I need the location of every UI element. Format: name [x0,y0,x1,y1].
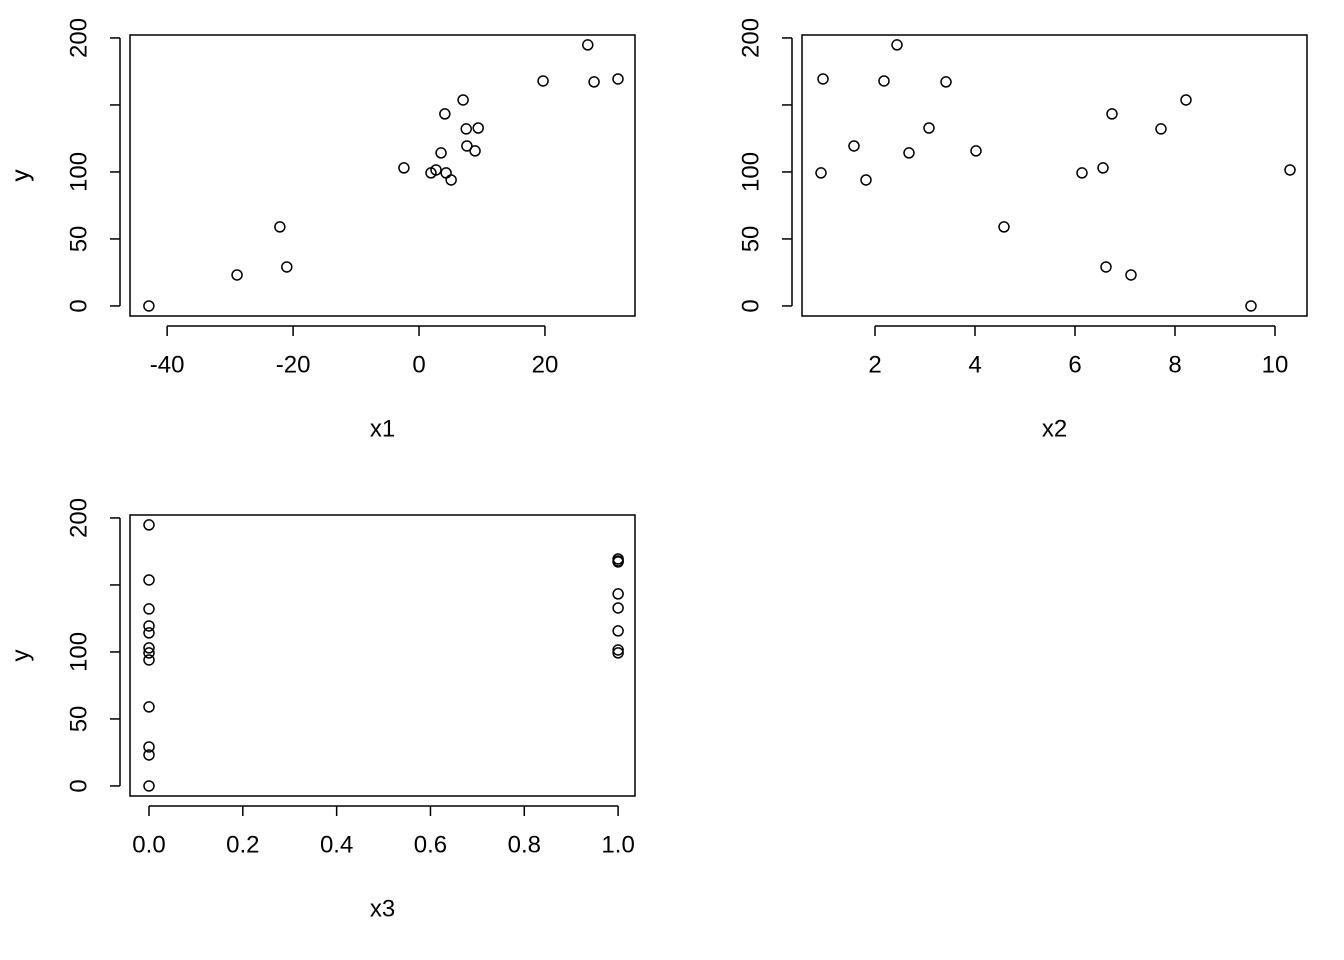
plot-frame [129,34,636,317]
y-tick-label: 0 [737,299,764,312]
x-tick-label: 0.2 [226,831,259,858]
point [143,519,155,531]
point [143,603,155,615]
point [143,780,155,792]
y-tick-label: 100 [737,152,764,192]
x-tick-label: -20 [276,351,311,378]
point [143,620,155,632]
point [143,574,155,586]
point [970,145,982,157]
x-tick-label: 10 [1262,351,1289,378]
point [430,164,442,176]
y-axis-label: y [7,650,34,662]
point [891,39,903,51]
point [1097,162,1109,174]
point [460,123,472,135]
x-tick-label: 0.4 [320,831,353,858]
point [1125,269,1137,281]
point [612,602,624,614]
x-axis-label: x3 [370,895,395,922]
point [398,162,410,174]
x-tick-label: 6 [1068,351,1081,378]
plot-frame [129,514,636,797]
y-axis-label: y [7,170,34,182]
point [143,627,155,639]
point [143,749,155,761]
y-tick-label: 0 [65,779,92,792]
point [445,174,457,186]
point [588,76,600,88]
point [461,140,473,152]
x-tick-label: 2 [868,351,881,378]
point [1155,123,1167,135]
point [612,625,624,637]
y-tick-label: 200 [737,18,764,58]
point [231,269,243,281]
y-tick-label: 50 [737,226,764,253]
point [457,94,469,106]
point [612,588,624,600]
point [143,701,155,713]
point [612,647,624,659]
point [1284,164,1296,176]
y-tick-label: 50 [65,706,92,733]
x-tick-label: 20 [532,351,559,378]
x-tick-label: 0.0 [132,831,165,858]
point [143,654,155,666]
x-tick-label: 0 [412,351,425,378]
point [878,75,890,87]
y-tick-label: 50 [65,226,92,253]
point [923,122,935,134]
x-tick-label: 1.0 [601,831,634,858]
x-tick-label: 4 [968,351,981,378]
point [940,76,952,88]
point [274,221,286,233]
point [143,741,155,753]
point [903,147,915,159]
point [815,167,827,179]
point [439,108,451,120]
y-axis-label: y [7,170,34,182]
point [537,75,549,87]
point [860,174,872,186]
point [848,140,860,152]
point [440,167,452,179]
point [469,145,481,157]
point [1076,167,1088,179]
x-tick-label: 8 [1168,351,1181,378]
point [612,73,624,85]
point [1100,261,1112,273]
point [281,261,293,273]
point [1180,94,1192,106]
point [817,73,829,85]
point [612,644,624,656]
point [612,556,624,568]
x-tick-label: 0.8 [508,831,541,858]
point [612,553,624,565]
point [472,122,484,134]
point [143,647,155,659]
point [582,39,594,51]
x-axis-label: x2 [1042,415,1067,442]
y-tick-label: 100 [65,632,92,672]
plot-frame [801,34,1308,317]
x-tick-label: -40 [150,351,185,378]
y-tick-label: 200 [65,498,92,538]
point [1245,300,1257,312]
point [143,300,155,312]
point [998,221,1010,233]
y-tick-label: 200 [65,18,92,58]
point [435,147,447,159]
y-tick-label: 100 [65,152,92,192]
point [143,642,155,654]
x-axis-label: x1 [370,415,395,442]
x-tick-label: 0.6 [414,831,447,858]
point [1106,108,1118,120]
y-tick-label: 0 [65,299,92,312]
